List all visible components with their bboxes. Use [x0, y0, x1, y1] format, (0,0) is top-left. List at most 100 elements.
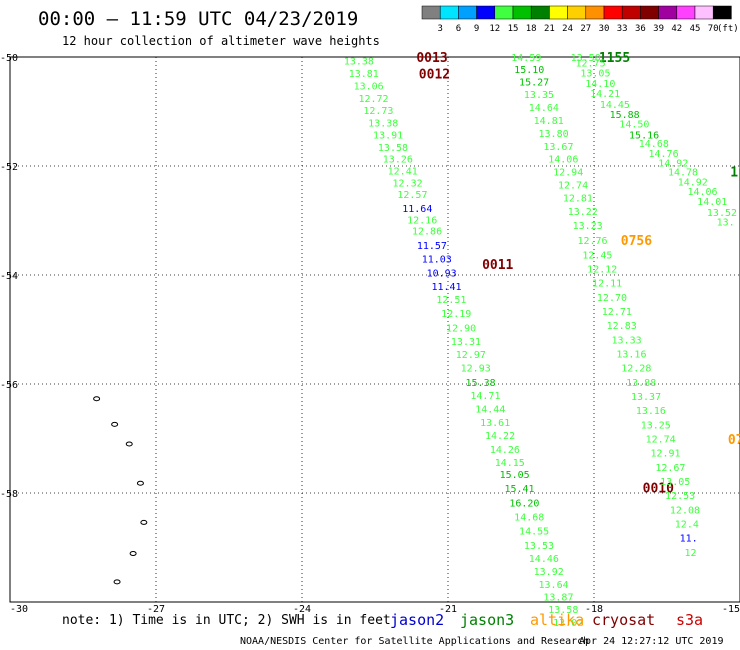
- colorbar-label: 27: [580, 24, 591, 34]
- swh-value: 12.83: [607, 321, 637, 332]
- colorbar-label: 21: [544, 24, 555, 34]
- swh-value: 14.81: [534, 116, 564, 127]
- x-tick-label: -30: [10, 604, 28, 615]
- colorbar-swatch: [476, 5, 496, 20]
- swh-value: 13.50: [571, 53, 601, 64]
- swh-value: 14.06: [548, 154, 578, 165]
- colorbar-swatch: [439, 5, 459, 20]
- island-outlines: [93, 396, 148, 585]
- swh-value: 14.26: [490, 445, 520, 456]
- colorbar-swatch: [512, 5, 532, 20]
- legend-entry-cryosat: cryosat: [592, 611, 655, 629]
- swh-value: 12.73: [363, 106, 393, 117]
- pass-time-label: 0011: [482, 258, 513, 273]
- swh-value: 12.45: [582, 250, 612, 261]
- swh-value: 14.92: [658, 159, 688, 170]
- colorbar-swatch: [458, 5, 477, 20]
- colorbar-swatch: [712, 5, 732, 20]
- footer-credit: NOAA/NESDIS Center for Satellite Applica…: [240, 636, 589, 647]
- swh-value: 15.16: [629, 130, 659, 141]
- swh-value: 13.16: [636, 406, 666, 417]
- pass-time-label: 0012: [419, 67, 450, 82]
- swh-value: 13.05: [660, 477, 690, 488]
- y-tick-label: -50: [0, 53, 18, 64]
- swh-value: 13.58: [378, 143, 408, 154]
- y-tick-label: -56: [0, 380, 18, 391]
- swh-value: 13.26: [383, 154, 413, 165]
- colorbar-swatch: [494, 5, 514, 20]
- legend-entry-jason3: jason3: [460, 611, 514, 629]
- swh-value: 12.16: [407, 215, 437, 226]
- swh-value: 14.10: [585, 79, 615, 90]
- swh-value: 13.88: [626, 378, 656, 389]
- swh-value: 15.10: [514, 65, 544, 76]
- x-tick-label: -27: [147, 604, 165, 615]
- swh-value: 14.68: [514, 512, 544, 523]
- swh-value: 15.41: [504, 484, 534, 495]
- swh-value: 12.72: [358, 94, 388, 105]
- chart-note: note: 1) Time is in UTC; 2) SWH is in fe…: [62, 613, 391, 628]
- swh-value: 13.05: [580, 68, 610, 79]
- swh-value: 13.25: [641, 420, 671, 431]
- island-outline: [125, 441, 133, 447]
- swh-value: 14.55: [519, 527, 549, 538]
- swh-value: 13.58: [548, 605, 578, 616]
- swh-value: 13.81: [349, 69, 379, 80]
- swh-value: 13.67: [543, 142, 573, 153]
- swh-value: 14.78: [668, 167, 698, 178]
- colorbar-label: 3: [437, 24, 442, 34]
- island-outline: [93, 396, 101, 402]
- swh-value: 12.19: [441, 309, 471, 320]
- swh-value: 12.71: [602, 307, 632, 318]
- swh-value: 14.59: [511, 53, 541, 64]
- swh-value: 13.61: [480, 418, 510, 429]
- swh-value: 12.70: [597, 293, 627, 304]
- swh-value: 12.94: [553, 167, 583, 178]
- swh-value: 13.64: [539, 580, 569, 591]
- swh-value: 13.38: [344, 56, 374, 67]
- swh-value: 12.93: [461, 364, 491, 375]
- swh-value: 13.23: [573, 221, 603, 232]
- swh-value: 14.46: [529, 554, 559, 565]
- colorbar-swatch: [549, 5, 568, 20]
- swh-value: 16.20: [509, 498, 539, 509]
- swh-value: 13.06: [354, 81, 384, 92]
- y-tick-label: -54: [0, 271, 18, 282]
- swh-value: 13.02: [553, 618, 583, 629]
- swh-value: 12.57: [397, 190, 427, 201]
- x-tick-label: -18: [585, 604, 603, 615]
- island-outline: [111, 421, 119, 427]
- swh-value: 10.93: [427, 268, 457, 279]
- satellite-legend: jason2 jason3 altika cryosat s3a: [390, 611, 703, 629]
- swh-value: 15.38: [466, 378, 496, 389]
- y-tick-labels: -50 -52 -54 -56 -58: [0, 53, 18, 500]
- colorbar-label: 24: [562, 24, 573, 34]
- swh-value: 14.22: [485, 431, 515, 442]
- x-tick-label: -24: [293, 604, 311, 615]
- swh-value: 12.81: [563, 194, 593, 205]
- legend-entry-s3a: s3a: [676, 611, 703, 629]
- swh-value: 14.71: [470, 391, 500, 402]
- plot-area: -30 -27 -24 -21 -18 -15 -50 -52 -54 -56 -58 13.38…: [0, 51, 740, 629]
- swh-value: 12.91: [650, 449, 680, 460]
- swh-value: 14.50: [619, 119, 649, 130]
- colorbar-swatch: [676, 5, 696, 20]
- swh-value: 13.52: [707, 208, 737, 219]
- swh-value: 14.44: [475, 405, 505, 416]
- x-tick-label: -15: [722, 604, 740, 615]
- swh-value: 12.4: [675, 520, 699, 531]
- swh-value: 13.38: [368, 118, 398, 129]
- colorbar: 3 6 9 12 15 18 21 24 27 30 33 36 39 42 45 70: [421, 5, 732, 34]
- swh-value: 12.97: [456, 350, 486, 361]
- island-outline: [136, 480, 144, 486]
- colorbar-swatch: [640, 5, 659, 20]
- footer-timestamp: Apr 24 12:27:12 UTC 2019: [579, 636, 724, 647]
- swh-value: 12.53: [665, 491, 695, 502]
- colorbar-label: 9: [474, 24, 479, 34]
- swh-value: 13.92: [534, 567, 564, 578]
- swh-value: 12.08: [670, 505, 700, 516]
- swh-value: 12.51: [436, 295, 466, 306]
- colorbar-swatch: [530, 5, 550, 20]
- swh-value: 13.37: [631, 392, 661, 403]
